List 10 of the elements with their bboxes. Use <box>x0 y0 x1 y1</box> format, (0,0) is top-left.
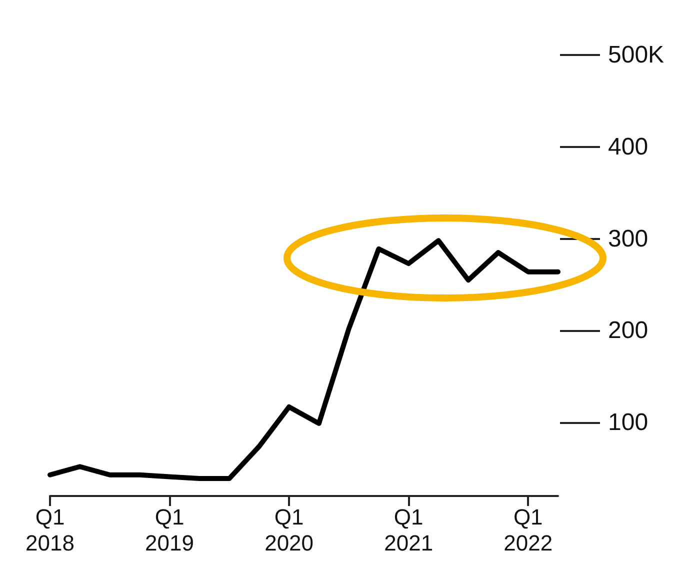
y-tick-label: 100 <box>608 409 648 436</box>
y-tick-label: 400 <box>608 133 648 160</box>
y-tick-label: 500K <box>608 42 664 68</box>
x-tick-label: Q1 2021 <box>384 504 434 556</box>
x-tick-label: Q1 2020 <box>264 504 314 556</box>
y-tick-label: 200 <box>608 317 648 344</box>
y-tick-label: 300 <box>608 225 648 252</box>
x-tick-label: Q1 2022 <box>504 504 553 556</box>
x-tick-label: Q1 2019 <box>145 504 194 556</box>
x-tick-label: Q1 2018 <box>26 504 74 556</box>
